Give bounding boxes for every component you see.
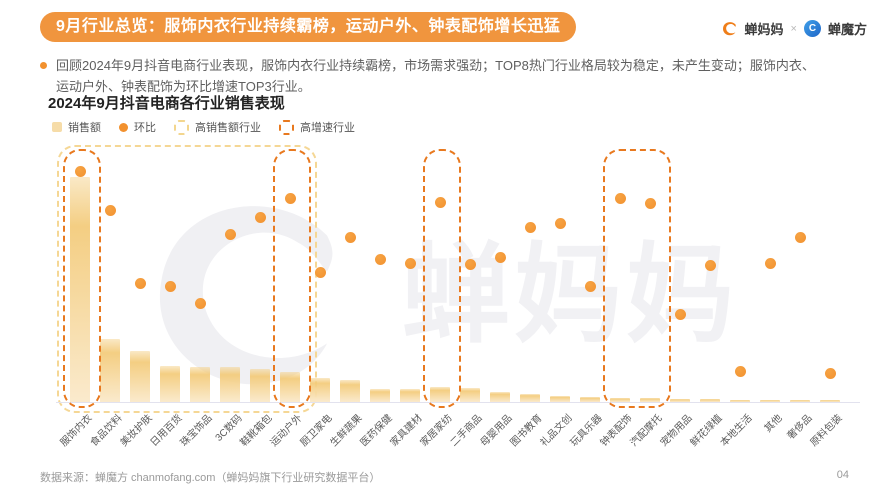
growth-dot [404, 257, 416, 269]
sales-bar [190, 367, 210, 402]
legend-item-high-growth: 高增速行业 [279, 119, 355, 135]
page-number: 04 [836, 469, 849, 481]
legend-label: 高增速行业 [300, 122, 355, 134]
sales-bar [70, 177, 90, 402]
sales-bar [220, 367, 240, 402]
sales-bar [370, 388, 390, 402]
sales-bar [700, 398, 720, 402]
chanmofang-logo-icon: C [803, 20, 821, 37]
growth-dot [194, 297, 206, 309]
sales-bar [730, 399, 750, 402]
brand-separator: × [790, 22, 797, 35]
sales-bar [820, 399, 840, 402]
sales-bar [100, 339, 120, 402]
sales-bar [310, 378, 330, 402]
growth-dot [824, 368, 836, 380]
bullet-icon [40, 62, 47, 69]
sales-bar [550, 395, 570, 402]
sales-bar [670, 398, 690, 402]
sales-bar [640, 397, 660, 402]
sales-bar [400, 388, 420, 402]
sales-bar [250, 369, 270, 402]
summary-block: 回顾2024年9月抖音电商行业表现，服饰内衣行业持续霸榜，市场需求强劲；TOP8… [40, 55, 852, 97]
chart-title: 2024年9月抖音电商各行业销售表现 [48, 95, 285, 112]
sales-bar [760, 399, 780, 402]
sales-bar [790, 399, 810, 402]
plot-area: 服饰内衣 食品饮料 美妆护肤 日用百货 珠宝饰品 3C数码 鞋靴箱包 运动户外 厨卫家电 生鲜蔬果… [56, 145, 860, 449]
sales-bar [130, 351, 150, 402]
legend-item-high-sales: 高销售额行业 [174, 119, 261, 135]
growth-dot [764, 258, 776, 270]
sales-bar [340, 379, 360, 402]
brand-logos: 蝉妈妈 × C 蝉魔方 [721, 19, 867, 38]
legend-item-sales: 销售额 [52, 119, 101, 135]
high-growth-highlight-box [603, 149, 671, 408]
legend-item-mom: 环比 [119, 119, 156, 135]
legend-label: 高销售额行业 [195, 122, 261, 134]
chart-legend: 销售额 环比 高销售额行业 高增速行业 [52, 119, 355, 135]
chanmama-logo-text: 蝉妈妈 [744, 22, 784, 37]
growth-dot [164, 280, 176, 292]
page-title: 9月行业总览：服饰内衣行业持续霸榜，运动户外、钟表配饰增长迅猛 [56, 18, 561, 35]
growth-dot [584, 280, 596, 292]
legend-label: 销售额 [68, 122, 101, 134]
dot-swatch-icon [119, 122, 128, 132]
growth-dot [74, 165, 86, 177]
chanmofang-logo-text: 蝉魔方 [827, 22, 867, 37]
growth-dot [644, 198, 656, 210]
chanmama-logo-icon [721, 20, 738, 37]
growth-dot [284, 192, 296, 204]
sales-bar [520, 393, 540, 402]
growth-dot [524, 222, 536, 234]
growth-dot [224, 228, 236, 240]
sales-bar [160, 366, 180, 402]
high-growth-highlight-box [63, 149, 101, 408]
growth-dot [494, 251, 506, 263]
growth-dot [614, 192, 626, 204]
growth-dot [134, 277, 146, 289]
dashed-box-yellow-icon [174, 119, 189, 135]
growth-dot [704, 260, 716, 272]
legend-label: 环比 [134, 122, 156, 134]
summary-line-1: 回顾2024年9月抖音电商行业表现，服饰内衣行业持续霸榜，市场需求强劲；TOP8… [56, 58, 815, 73]
growth-dot [344, 231, 356, 243]
x-axis-line [56, 402, 860, 403]
growth-dot [674, 308, 686, 320]
sales-bar [490, 391, 510, 402]
growth-dot [734, 366, 746, 378]
growth-dot [374, 253, 386, 265]
high-growth-highlight-box [423, 149, 461, 408]
growth-dot [794, 231, 806, 243]
summary-line-2: 运动户外、钟表配饰为环比增速TOP3行业。 [56, 79, 311, 94]
growth-dot [254, 211, 266, 223]
title-banner: 9月行业总览：服饰内衣行业持续霸榜，运动户外、钟表配饰增长迅猛 [40, 12, 577, 42]
sales-bar [460, 388, 480, 402]
data-source-note: 数据来源：蝉魔方 chanmofang.com（蝉妈妈旗下行业研究数据平台） [40, 472, 381, 484]
growth-dot [434, 197, 446, 209]
dashed-box-orange-icon [279, 119, 294, 135]
growth-dot [104, 205, 116, 217]
growth-dot [314, 267, 326, 279]
high-growth-highlight-box [273, 149, 311, 408]
growth-dot [554, 218, 566, 230]
summary-text: 回顾2024年9月抖音电商行业表现，服饰内衣行业持续霸榜，市场需求强劲；TOP8… [56, 55, 815, 97]
sales-bar [610, 397, 630, 402]
bar-swatch-icon [52, 122, 62, 132]
growth-dot [464, 258, 476, 270]
sales-bar [580, 397, 600, 402]
